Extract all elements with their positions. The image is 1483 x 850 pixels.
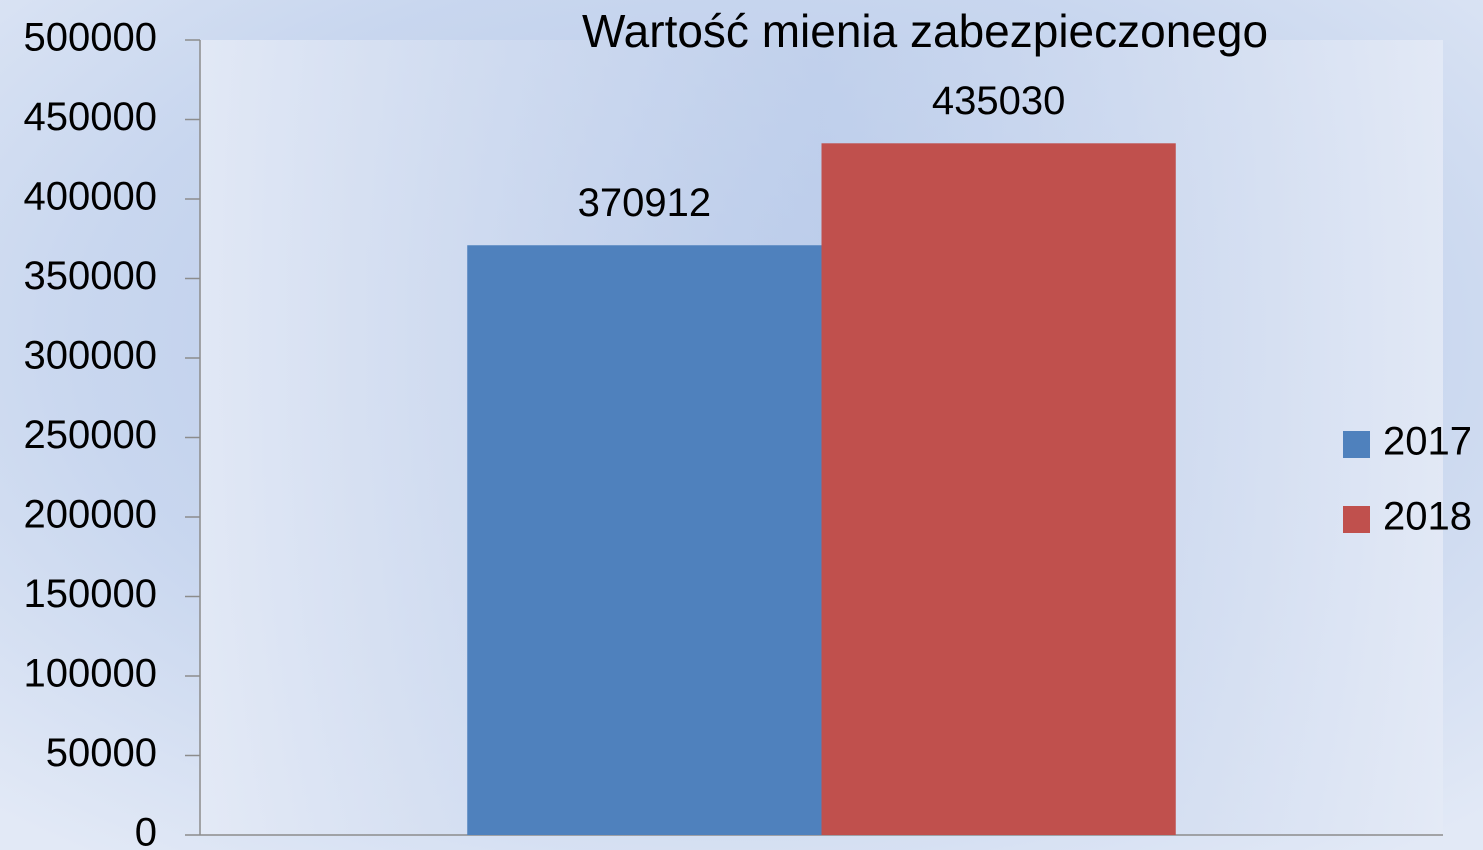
y-tick-label: 500000 xyxy=(24,16,157,60)
bar xyxy=(821,143,1176,835)
value-label: 435030 xyxy=(932,79,1065,123)
y-tick-label: 50000 xyxy=(46,731,157,775)
y-tick-label: 450000 xyxy=(24,95,157,139)
legend-label: 2018 xyxy=(1383,495,1472,539)
chart-title: Wartość mienia zabezpieczonego xyxy=(582,5,1268,57)
y-tick-label: 350000 xyxy=(24,254,157,298)
y-tick-label: 200000 xyxy=(24,493,157,537)
y-tick-label: 250000 xyxy=(24,413,157,457)
legend-swatch xyxy=(1343,506,1370,533)
y-tick-label: 300000 xyxy=(24,334,157,378)
legend-label: 2017 xyxy=(1383,420,1472,464)
bar xyxy=(467,245,822,835)
y-tick-label: 400000 xyxy=(24,175,157,219)
value-label: 370912 xyxy=(578,181,711,225)
y-tick-label: 0 xyxy=(135,811,157,850)
legend-swatch xyxy=(1343,431,1370,458)
y-tick-label: 150000 xyxy=(24,572,157,616)
y-tick-label: 100000 xyxy=(24,652,157,696)
